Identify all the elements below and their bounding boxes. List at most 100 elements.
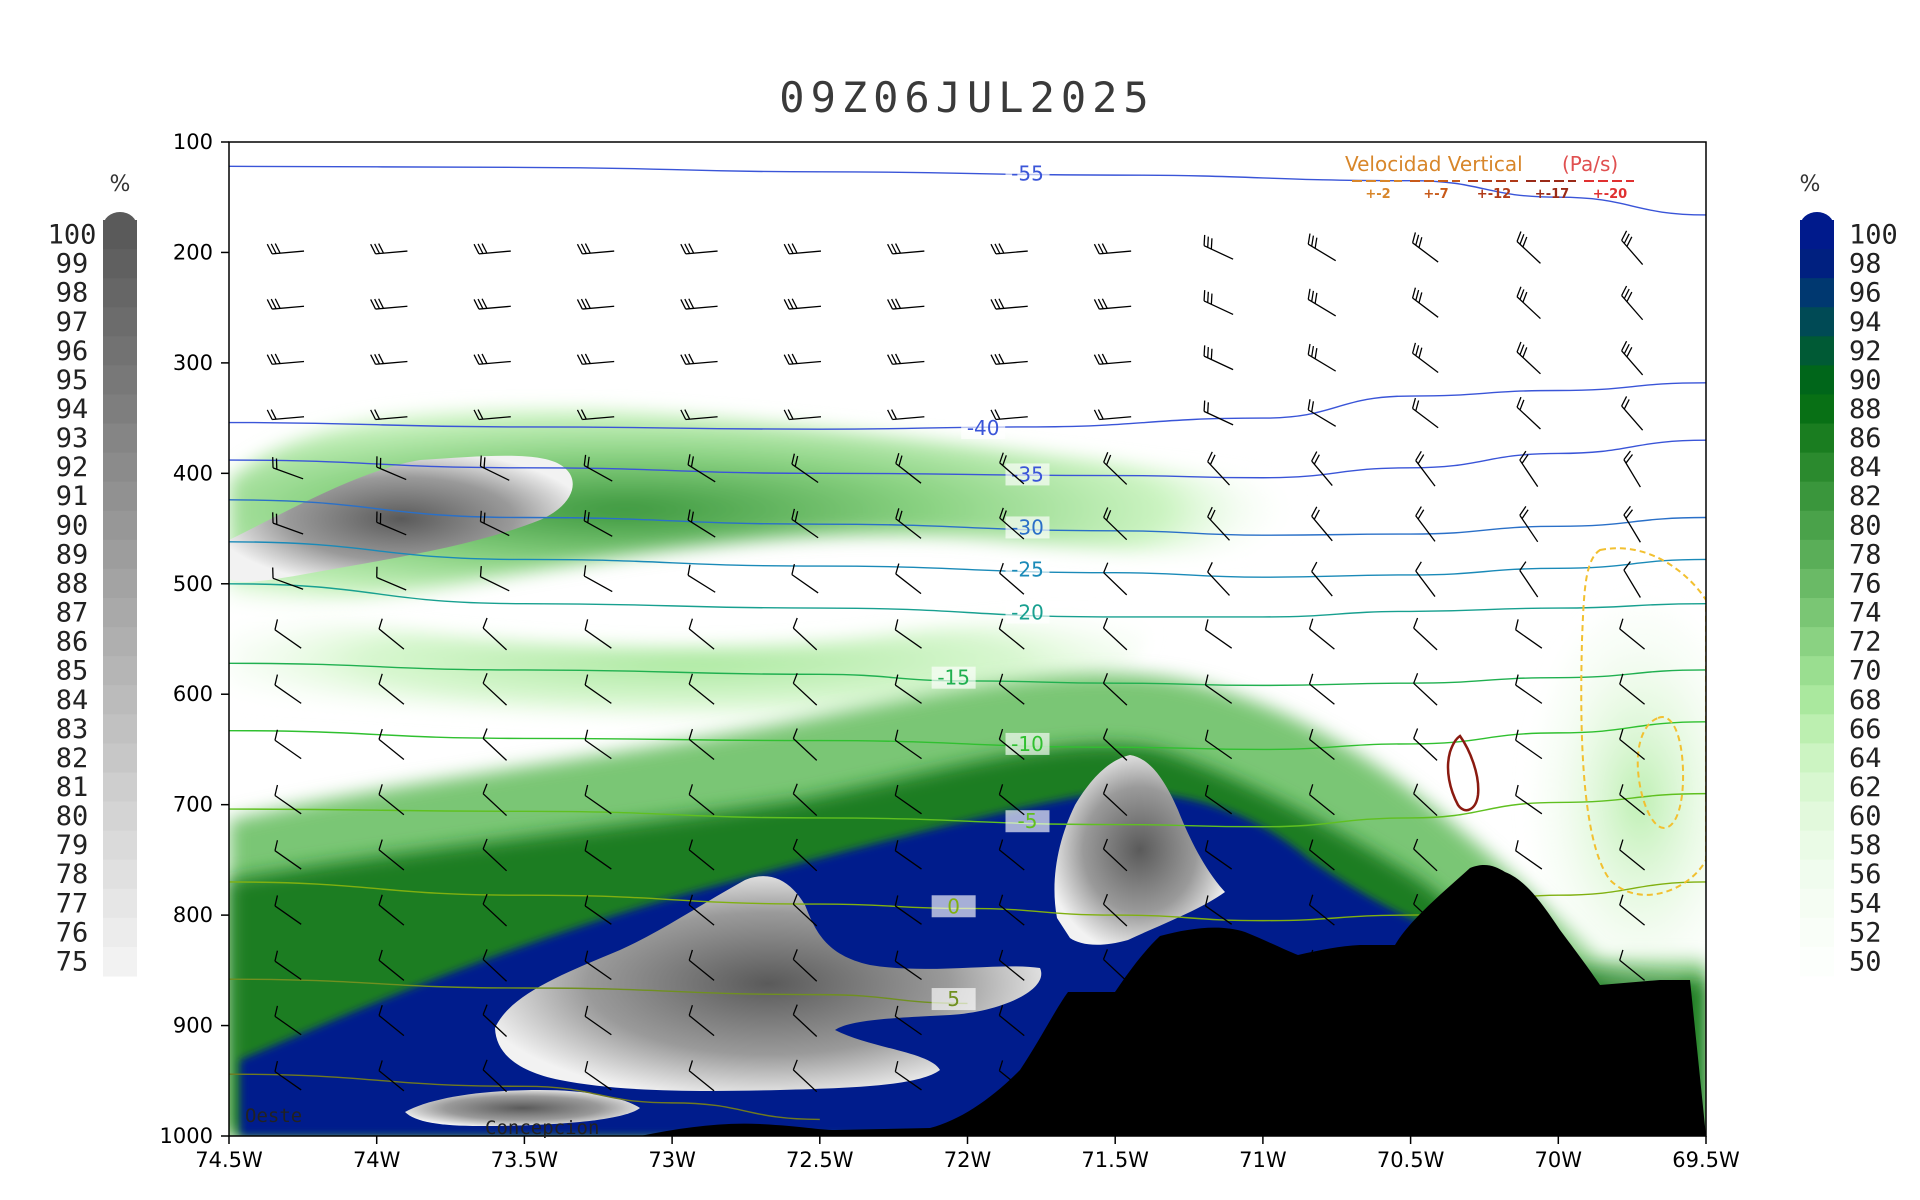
wind-barb — [378, 784, 405, 816]
wind-barb — [1093, 353, 1132, 365]
wind-barb — [482, 838, 508, 872]
wind-barb — [1619, 839, 1645, 871]
wind-barb — [1311, 451, 1333, 487]
wind-barb — [576, 243, 615, 255]
colorbar-left-label: 85 — [56, 656, 89, 687]
vv-legend-level: +-2 — [1365, 187, 1390, 202]
colorbar-left-swatch — [103, 685, 137, 715]
wind-barb — [266, 243, 305, 255]
wind-barb — [370, 243, 408, 255]
wind-barb — [894, 784, 922, 815]
colorbar-right-label: 100 — [1849, 220, 1898, 251]
colorbar-right-label: 68 — [1849, 685, 1882, 716]
wind-barb — [1515, 729, 1543, 760]
wind-barb — [1204, 729, 1233, 760]
colorbar-right-label: 86 — [1849, 423, 1882, 454]
colorbar-left-swatch — [103, 743, 137, 773]
wind-barb — [583, 565, 613, 593]
wind-barb — [1203, 290, 1234, 316]
wind-barb — [998, 949, 1025, 981]
contour-label: -40 — [967, 416, 1000, 440]
colorbar-right-swatch — [1800, 801, 1834, 832]
colorbar-right-swatch — [1800, 859, 1834, 890]
wind-barb — [990, 243, 1028, 255]
temperature-contour — [229, 541, 1706, 578]
wind-barb — [1102, 893, 1128, 927]
wind-barb — [482, 617, 508, 651]
contour-label: -10 — [1011, 732, 1044, 756]
grey-core-bottom — [405, 1090, 640, 1126]
y-tick-label: 1000 — [160, 1124, 213, 1148]
colorbar-right-label: 70 — [1849, 656, 1882, 687]
colorbar-right-label: 66 — [1849, 714, 1882, 745]
wind-barb — [792, 617, 818, 651]
colorbar-right-swatch — [1800, 423, 1834, 454]
wind-barb — [1203, 400, 1234, 426]
y-tick-label: 700 — [173, 793, 213, 817]
wind-barb — [274, 784, 302, 815]
y-tick-label: 900 — [173, 1014, 213, 1038]
wind-barb — [999, 452, 1025, 485]
colorbar-right-swatch — [1800, 888, 1834, 919]
y-tick-label: 200 — [173, 240, 213, 264]
wind-barb — [688, 728, 715, 761]
y-tick-label: 800 — [173, 903, 213, 927]
wind-barb — [1519, 450, 1539, 487]
wind-barb — [1619, 894, 1645, 926]
wind-barb — [680, 353, 718, 365]
colorbar-right-swatch — [1800, 656, 1834, 686]
colorbar-left-swatch — [103, 365, 137, 395]
wind-barb — [1311, 506, 1333, 542]
wind-barb — [1204, 895, 1233, 925]
wind-barb — [791, 453, 819, 484]
wind-barb — [999, 562, 1025, 595]
colorbar-right-label: 92 — [1849, 336, 1882, 367]
x-tick-label: 72W — [944, 1148, 992, 1172]
wind-barb — [688, 1060, 715, 1092]
y-tick-label: 300 — [173, 351, 213, 375]
wind-barb — [998, 618, 1025, 650]
colorbar-left-label: 86 — [56, 627, 89, 658]
contour-label: 0 — [947, 894, 960, 918]
colorbar-right-swatch — [1800, 510, 1834, 541]
colorbar-left-swatch — [103, 394, 137, 425]
wind-barb — [1519, 561, 1539, 598]
wind-barb — [894, 619, 922, 649]
colorbar-right-label: 90 — [1849, 365, 1882, 396]
temperature-contour — [229, 583, 1706, 618]
wind-barb — [1411, 342, 1439, 374]
contour-label: -5 — [1018, 809, 1038, 833]
wind-barb — [894, 895, 922, 925]
wind-barb — [887, 243, 925, 255]
wind-barb — [378, 673, 405, 705]
wind-barb — [998, 839, 1025, 871]
contour-label: -25 — [1011, 557, 1044, 581]
vv-contour-inner — [1636, 716, 1685, 830]
wind-barb — [792, 783, 818, 817]
wind-barb — [1103, 562, 1128, 596]
wind-barb — [1415, 506, 1436, 542]
vv-legend-level: +-7 — [1423, 187, 1448, 202]
wind-barb — [370, 353, 408, 365]
wind-barb — [1308, 894, 1335, 926]
colorbar-right-label: 94 — [1849, 307, 1882, 338]
wind-barb — [482, 893, 508, 927]
wind-barb — [1308, 618, 1335, 650]
vv-legend-level: +-17 — [1535, 187, 1569, 202]
wind-barb — [274, 729, 302, 760]
wind-barb — [688, 1005, 715, 1037]
wind-barb — [990, 409, 1028, 421]
contour-label-bg — [1005, 463, 1050, 486]
wind-barb — [376, 511, 407, 536]
wind-barb — [791, 508, 819, 539]
wind-barb — [1307, 399, 1337, 427]
wind-barb — [783, 353, 822, 365]
wind-barb — [473, 353, 511, 365]
wind-barb — [482, 783, 508, 817]
colorbar-left-swatch — [103, 772, 137, 803]
colorbar-right-label: 56 — [1849, 859, 1882, 890]
wind-barb — [688, 839, 715, 871]
wind-barb — [998, 1005, 1025, 1037]
colorbar-right-swatch — [1800, 307, 1834, 337]
colorbar-left-label: 82 — [56, 743, 89, 774]
